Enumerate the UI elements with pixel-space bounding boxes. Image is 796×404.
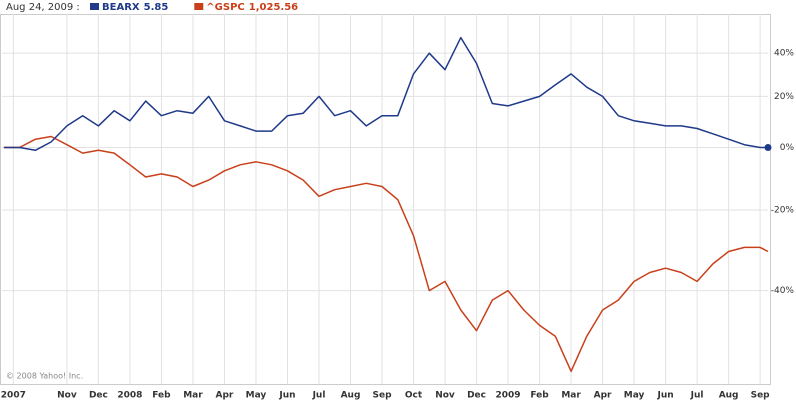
x-tick-label: Apr — [216, 391, 234, 401]
end-marker — [764, 143, 772, 151]
x-tick-label: 2007 — [1, 391, 26, 401]
legend-swatch — [194, 3, 204, 10]
x-tick-label: Feb — [152, 391, 171, 401]
x-tick-label: Nov — [435, 391, 455, 401]
x-tick-label: Mar — [183, 391, 203, 401]
legend-name: BEARX — [102, 2, 140, 13]
x-tick-label: Dec — [89, 391, 108, 401]
series-line — [3, 135, 769, 373]
date-label: Aug 24, 2009 : — [6, 2, 80, 13]
series-line — [3, 36, 768, 152]
x-tick-label: Sep — [751, 391, 771, 401]
x-tick-label: Jul — [690, 391, 704, 401]
x-tick-label: May — [624, 391, 645, 401]
copyright: © 2008 Yahoo! Inc. — [6, 372, 83, 381]
x-tick-label: Feb — [530, 391, 549, 401]
x-tick-label: Aug — [719, 391, 739, 401]
x-tick-label: Aug — [341, 391, 361, 401]
legend-name: ^GSPC — [206, 2, 244, 13]
x-tick-label: Sep — [372, 391, 392, 401]
legend-value: 5.85 — [144, 2, 169, 13]
x-tick-label: Jun — [278, 391, 295, 401]
y-tick-label: 40% — [774, 49, 794, 59]
y-tick-label: -40% — [771, 286, 795, 296]
plot-frame — [0, 14, 771, 385]
x-tick-label: Nov — [57, 391, 77, 401]
legend-value: 1,025.56 — [249, 2, 298, 13]
x-tick-label: Mar — [561, 391, 581, 401]
y-tick-label: 20% — [774, 92, 794, 102]
y-tick-label: -20% — [771, 206, 795, 216]
x-tick-label: May — [246, 391, 267, 401]
y-tick-label: 0% — [780, 143, 795, 153]
x-tick-label: Jul — [312, 391, 326, 401]
x-tick-label: 2008 — [117, 391, 142, 401]
x-tick-label: 2009 — [496, 391, 521, 401]
x-tick-label: Dec — [467, 391, 486, 401]
x-tick-label: Jun — [657, 391, 674, 401]
x-tick-label: Apr — [594, 391, 612, 401]
legend-swatch — [90, 3, 99, 10]
x-tick-label: Oct — [405, 391, 423, 401]
